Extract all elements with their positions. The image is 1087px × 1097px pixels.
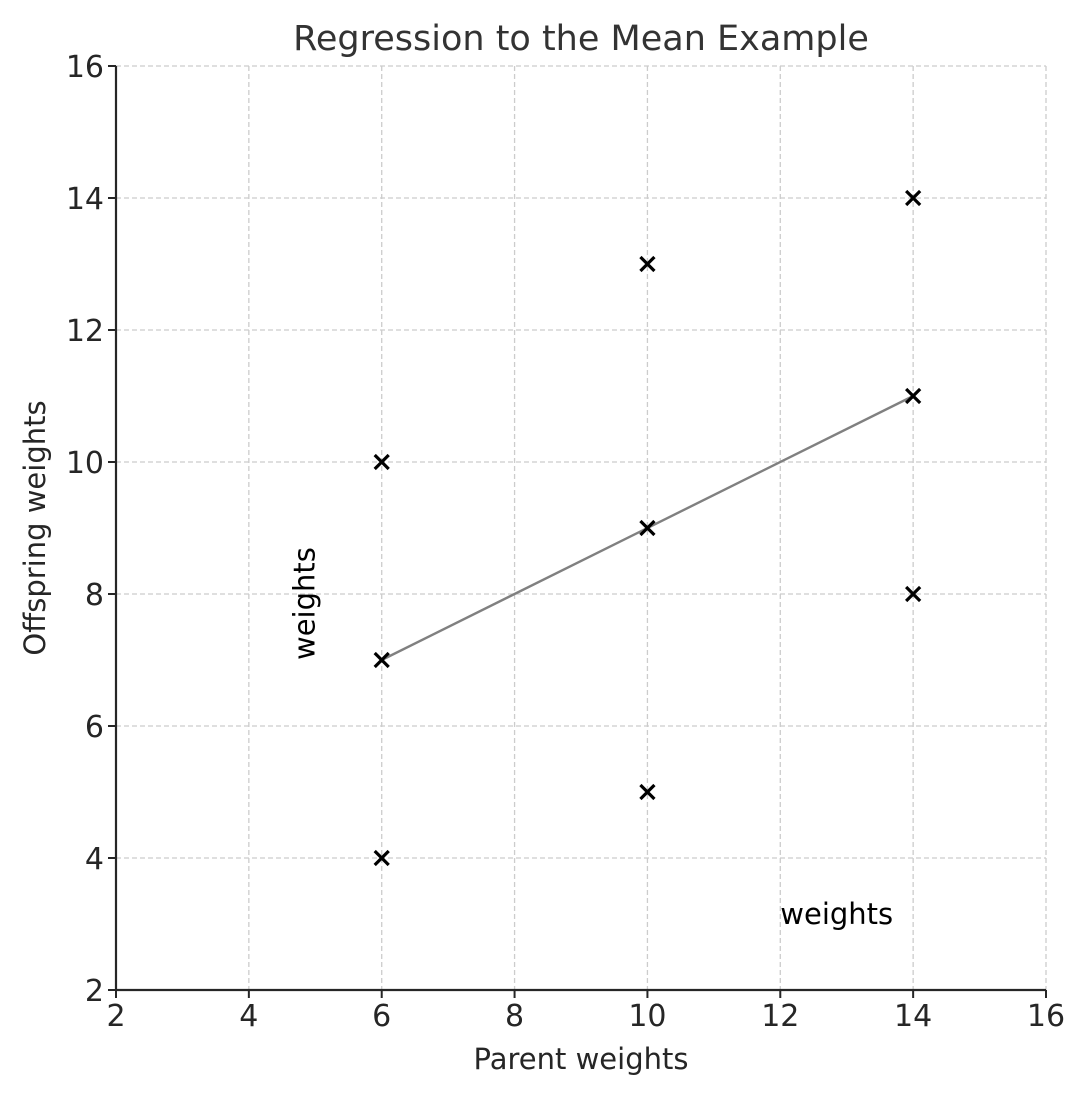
x-tick-label: 4 (239, 999, 258, 1034)
y-tick-label: 14 (66, 182, 104, 217)
y-axis-label: Offspring weights (18, 400, 52, 655)
y-tick-label: 2 (85, 974, 104, 1009)
x-tick-label: 6 (372, 999, 391, 1034)
axes (108, 65, 1047, 998)
y-tick-label: 4 (85, 842, 104, 877)
y-tick-label: 6 (85, 710, 104, 745)
data-point (639, 255, 656, 273)
data-point (373, 453, 390, 471)
data-point (905, 189, 922, 207)
x-axis-label: Parent weights (474, 1042, 689, 1076)
x-tick-label: 14 (894, 999, 932, 1034)
x-tick-label: 2 (106, 999, 125, 1034)
x-tick-label: 16 (1027, 999, 1065, 1034)
data-point (905, 387, 922, 405)
data-point (905, 585, 922, 603)
x-tick-label: 12 (761, 999, 799, 1034)
y-tick-label: 12 (66, 314, 104, 349)
data-point (373, 651, 390, 669)
data-points (373, 189, 922, 867)
x-tick-label: 10 (628, 999, 666, 1034)
y-tick-label: 10 (66, 446, 104, 481)
y-tick-label: 8 (85, 578, 104, 613)
data-point (639, 519, 656, 537)
x-tick-label: 8 (505, 999, 524, 1034)
chart-title: Regression to the Mean Example (293, 19, 869, 59)
data-point (373, 849, 390, 867)
y-tick-label: 16 (66, 50, 104, 85)
annotation-label: weights (780, 897, 893, 931)
tick-labels: 2 4 6 8 10 12 14 16 2 4 6 8 10 12 14 16 (66, 50, 1065, 1034)
annotation-label: weights (288, 547, 322, 660)
data-point (639, 783, 656, 801)
annotations: weights weights (288, 547, 893, 931)
